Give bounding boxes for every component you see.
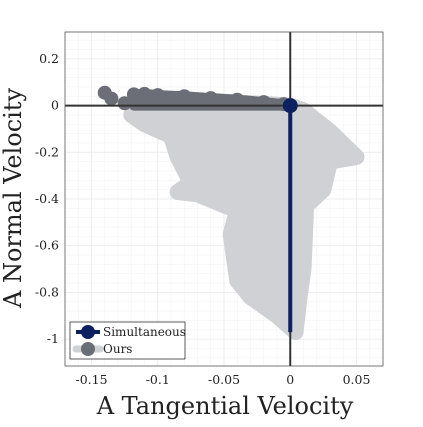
x-tick-label: 0 <box>286 372 294 387</box>
x-tick-labels: -0.15 -0.1 -0.05 0 0.05 <box>75 372 370 387</box>
x-tick-label: -0.1 <box>146 372 170 387</box>
ours-point <box>230 92 245 107</box>
y-tick-labels: 0.2 0 -0.2 -0.4 -0.6 -0.8 -1 <box>35 51 59 346</box>
simultaneous-point <box>282 98 298 114</box>
plot-frame <box>64 31 384 367</box>
ours-trajectory-cloud <box>123 92 365 341</box>
x-axis-label: A Tangential Velocity <box>96 392 354 420</box>
y-tick-label: -1 <box>47 331 59 346</box>
y-tick-label: -0.2 <box>35 144 59 159</box>
y-tick-label: -0.8 <box>35 284 59 299</box>
cloud-layer <box>123 92 365 341</box>
ours-point <box>126 87 141 102</box>
ours-point <box>256 95 271 110</box>
ours-point <box>137 86 152 101</box>
legend-simultaneous-marker <box>81 325 95 339</box>
simultaneous-series-layer <box>282 98 298 333</box>
y-tick-label: -0.6 <box>35 238 59 253</box>
legend: Simultaneous Ours <box>69 321 186 360</box>
x-tick-label: 0.05 <box>343 372 371 387</box>
y-tick-label: 0.2 <box>39 51 59 66</box>
ours-point <box>177 89 192 104</box>
legend-simultaneous-label: Simultaneous <box>103 325 186 339</box>
y-tick-label: -0.4 <box>35 191 59 206</box>
ours-point <box>117 96 132 111</box>
x-tick-label: -0.15 <box>75 372 107 387</box>
legend-ours-marker <box>81 342 95 356</box>
y-tick-label: 0 <box>51 98 59 113</box>
x-tick-label: -0.05 <box>208 372 240 387</box>
legend-ours-label: Ours <box>103 342 132 356</box>
ours-point <box>203 91 218 106</box>
ours-point <box>104 91 119 106</box>
ours-point <box>150 88 165 103</box>
y-axis-label: A Normal Velocity <box>0 88 27 309</box>
